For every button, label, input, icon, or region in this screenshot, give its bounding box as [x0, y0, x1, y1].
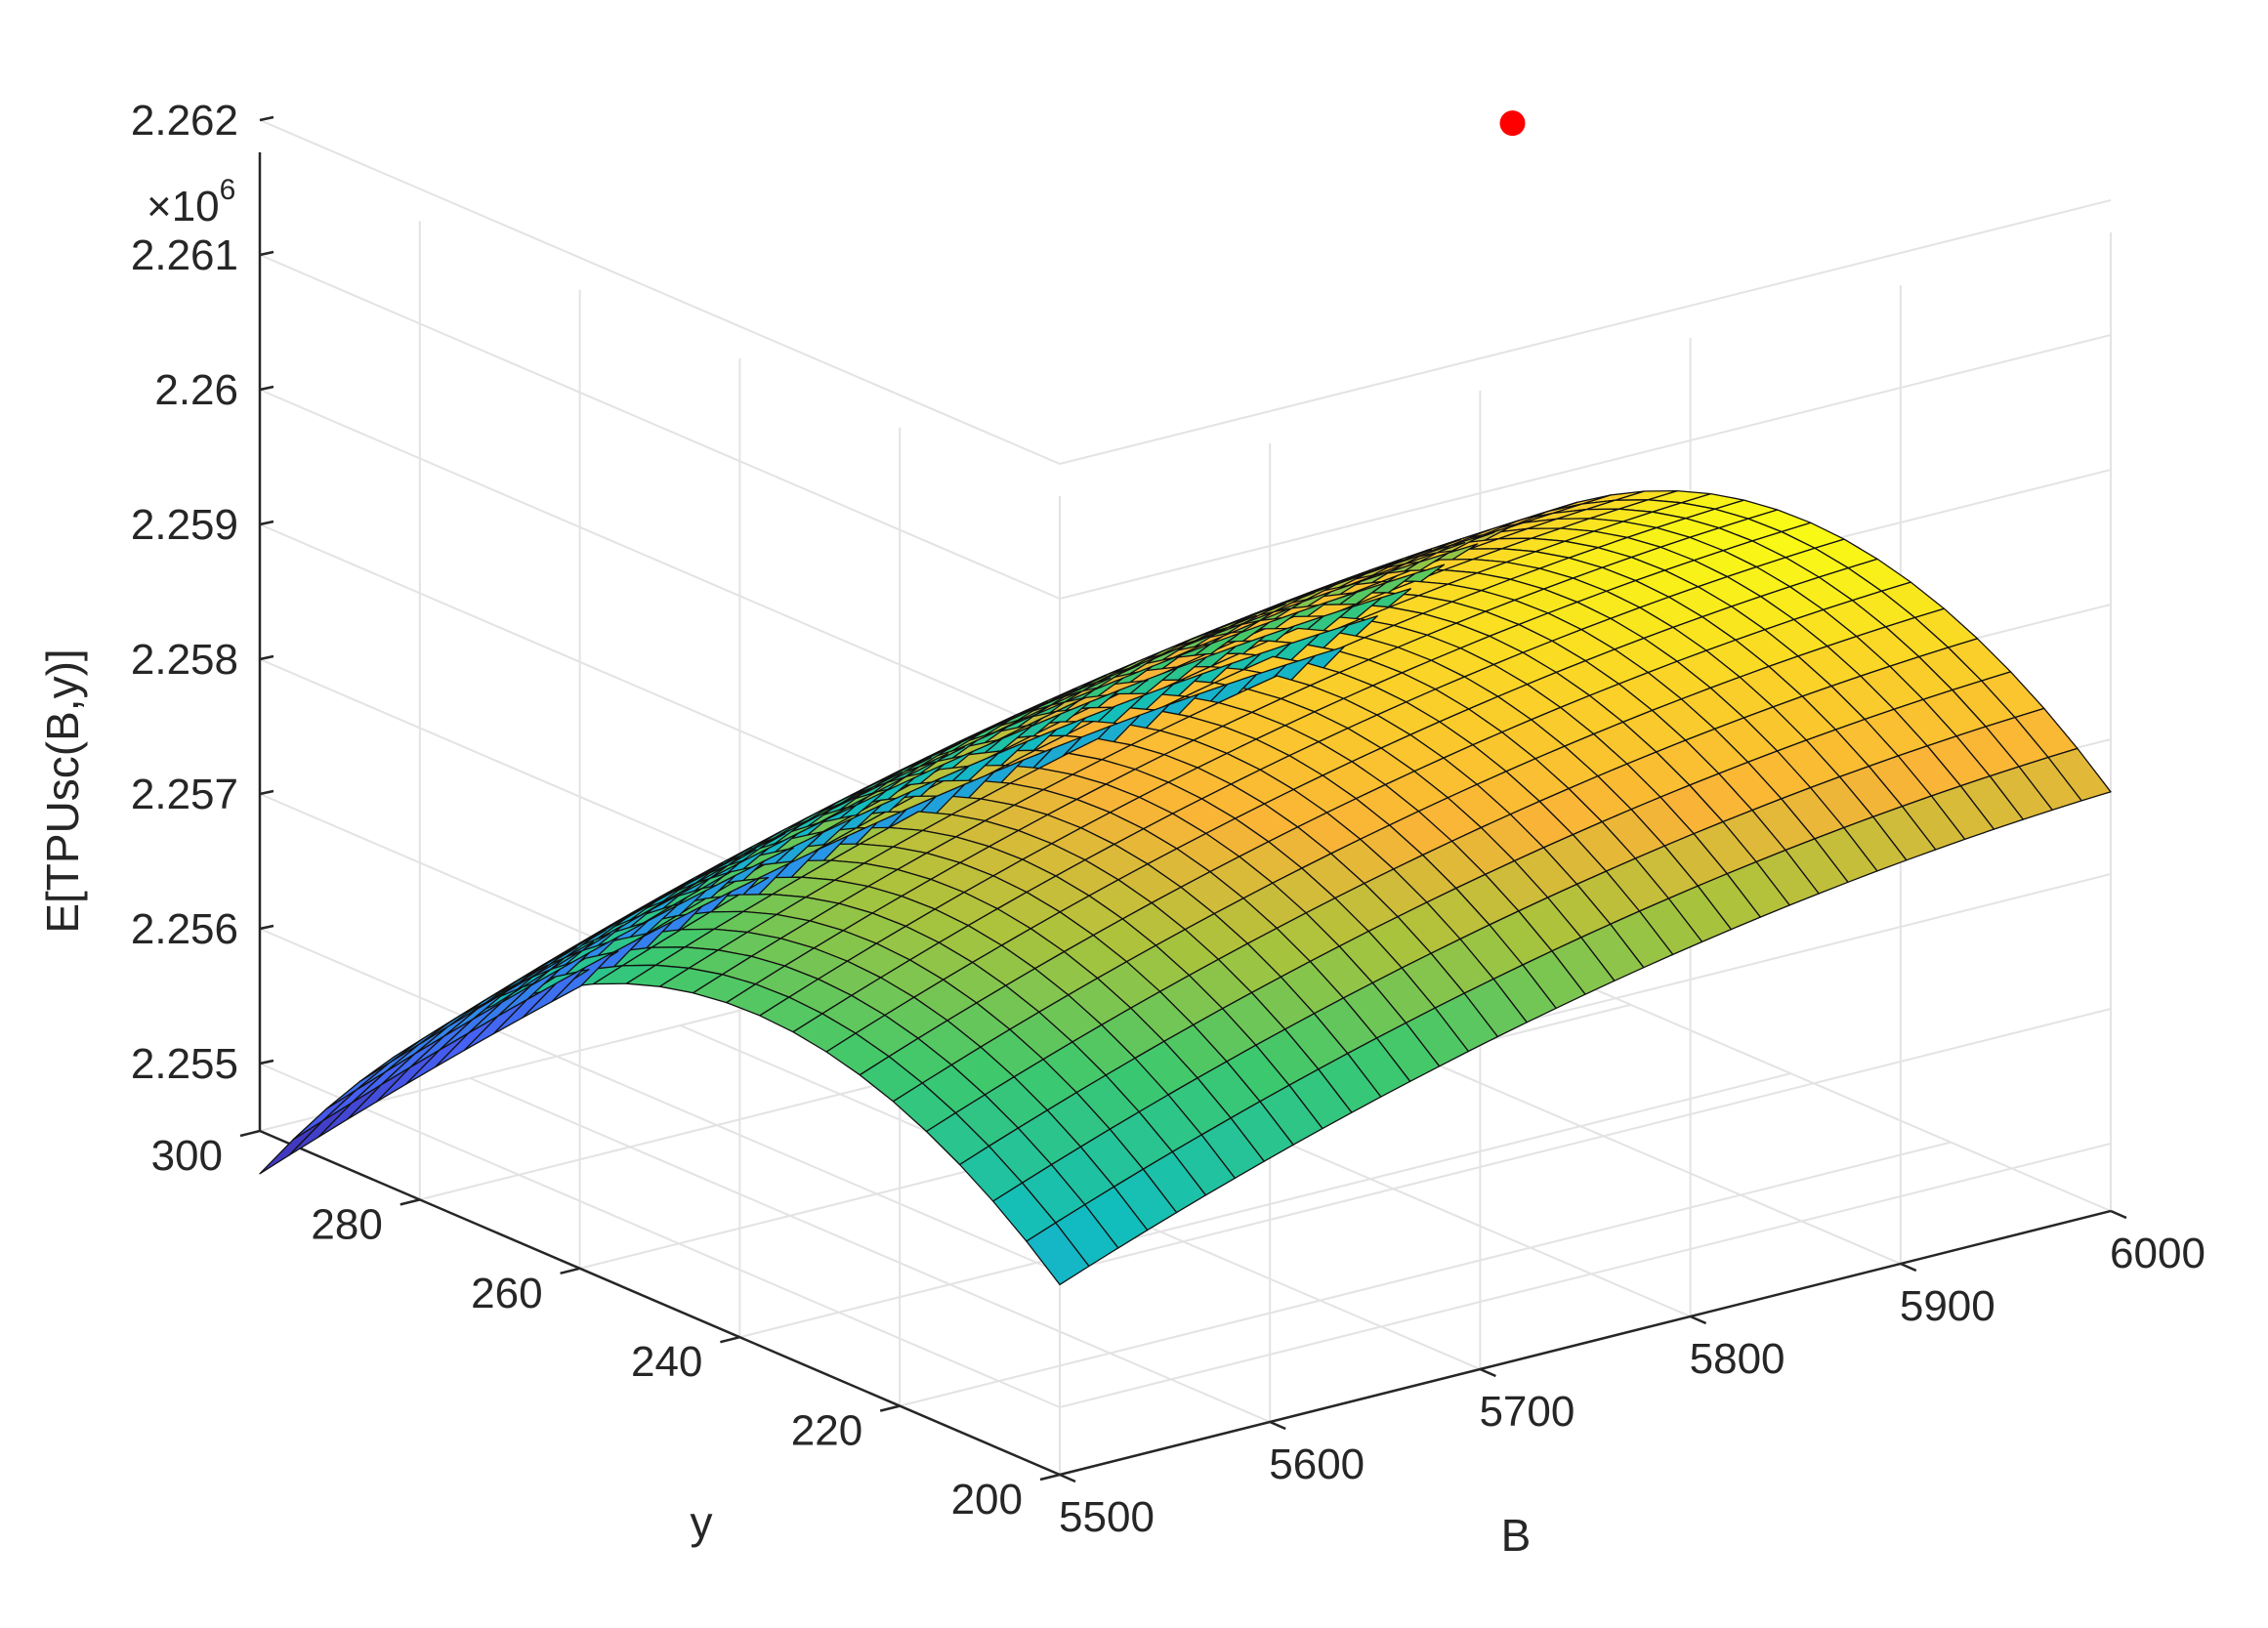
- axes: 2.255 2.256 2.257 2.258 2.259 2.26 2.261 2.262 2…: [131, 97, 2205, 1541]
- y-tick-label: 240: [631, 1338, 702, 1386]
- z-tick-label: 2.262: [131, 97, 238, 145]
- z-multiplier: ×106: [147, 174, 235, 230]
- x-tick-mark: [2110, 1209, 2127, 1220]
- x-tick-mark: [1059, 1473, 1076, 1483]
- x-tick-mark: [1269, 1420, 1286, 1431]
- x-tick-label: 5900: [1900, 1282, 1995, 1330]
- y-tick-mark: [399, 1198, 421, 1206]
- grid-line: [739, 1072, 1791, 1339]
- x-tick-label: 5600: [1269, 1440, 1365, 1488]
- z-tick-mark: [259, 654, 274, 661]
- y-tick-mark: [1039, 1473, 1061, 1482]
- x-tick-label: 5800: [1690, 1335, 1785, 1383]
- optimum-marker-layer: [1499, 110, 1526, 137]
- x-tick-label: 6000: [2110, 1230, 2205, 1277]
- z-multiplier-base: ×10: [147, 183, 220, 230]
- z-tick-label: 2.261: [131, 231, 238, 279]
- surface-cell: [259, 1120, 323, 1175]
- z-tick-label: 2.255: [131, 1040, 238, 1088]
- y-tick-label: 200: [951, 1476, 1023, 1524]
- grid-line: [259, 1063, 2112, 1409]
- x-axis-label: B: [1501, 1510, 1532, 1561]
- z-tick-label: 2.26: [154, 366, 238, 414]
- z-tick-mark: [259, 1059, 274, 1065]
- z-axis-label: E[TPUsc(B,y)]: [37, 648, 88, 933]
- z-tick-label: 2.257: [131, 771, 238, 818]
- y-tick-label: 220: [791, 1407, 862, 1455]
- y-tick-label: 260: [471, 1270, 542, 1317]
- surface-mesh: [259, 489, 2112, 1286]
- surface-cell: [288, 1102, 353, 1156]
- axis-labels: E[TPUsc(B,y)] y B ×106: [37, 174, 1531, 1561]
- surface-cell: [1026, 1222, 1090, 1286]
- z-multiplier-exponent: 6: [220, 174, 236, 206]
- grid-line: [259, 119, 2112, 466]
- x-tick-mark: [1690, 1315, 1707, 1325]
- x-tick-label: 5500: [1059, 1493, 1155, 1541]
- y-tick-mark: [560, 1267, 580, 1275]
- z-tick-label: 2.258: [131, 636, 238, 684]
- z-tick-label: 2.259: [131, 501, 238, 549]
- x-tick-mark: [1479, 1367, 1496, 1378]
- x-tick-label: 5700: [1479, 1388, 1575, 1436]
- y-tick-mark: [239, 1129, 261, 1138]
- y-tick-mark: [879, 1404, 901, 1412]
- grid-line: [469, 1077, 1271, 1423]
- x-tick-mark: [1900, 1262, 1917, 1273]
- z-tick-mark: [259, 924, 274, 931]
- y-tick-mark: [720, 1335, 740, 1344]
- z-tick-mark: [259, 520, 274, 526]
- y-axis-label: y: [691, 1497, 713, 1548]
- y-axis-line: [259, 1129, 1061, 1477]
- y-tick-label: 280: [311, 1200, 382, 1248]
- z-tick-label: 2.256: [131, 905, 238, 953]
- x-axis-line: [1059, 1209, 2112, 1477]
- optimum-marker: [1499, 110, 1526, 137]
- grid-line: [899, 1141, 1952, 1407]
- z-tick-mark: [259, 385, 274, 392]
- z-tick-mark: [259, 115, 274, 122]
- z-tick-mark: [259, 250, 274, 257]
- grid-line: [259, 254, 2112, 601]
- z-tick-mark: [259, 789, 274, 796]
- y-tick-label: 300: [151, 1132, 223, 1180]
